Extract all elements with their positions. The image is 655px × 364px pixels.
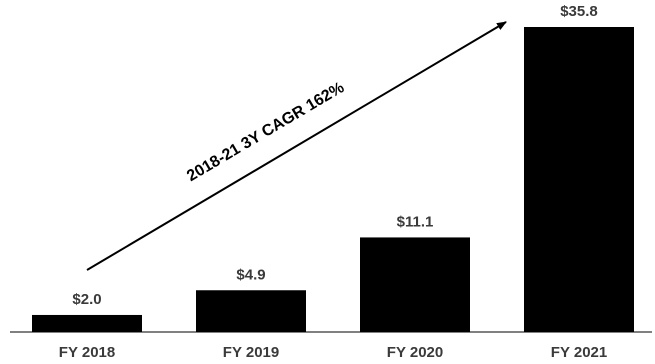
cagr-annotation: 2018-21 3Y CAGR 162% (184, 79, 347, 185)
value-label: $4.9 (236, 266, 265, 283)
value-label: $2.0 (72, 291, 101, 308)
cagr-arrow (86, 21, 507, 271)
category-label: FY 2020 (387, 344, 443, 361)
category-label: FY 2019 (223, 344, 279, 361)
value-label: $35.8 (560, 3, 598, 20)
category-label: FY 2018 (59, 344, 115, 361)
bar-fy-2021 (524, 27, 634, 332)
value-label: $11.1 (397, 213, 434, 230)
bar-fy-2019 (196, 290, 306, 332)
bar-fy-2018 (32, 314, 142, 332)
labels-group: $2.0 FY 2018 $4.9 FY 2019 $11.1 FY 2020 $35.8 F… (59, 3, 607, 361)
category-label: FY 2021 (551, 344, 607, 361)
bars-group (32, 27, 634, 332)
bar-fy-2020 (360, 237, 470, 332)
